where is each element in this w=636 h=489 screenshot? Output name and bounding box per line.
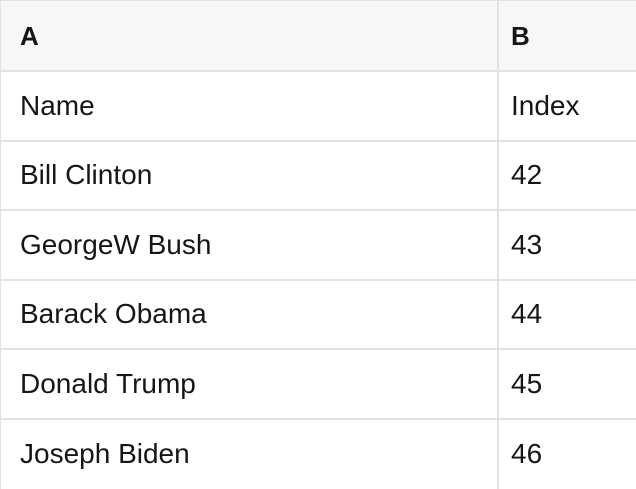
table-row: Name Index — [1, 72, 636, 142]
table-row: Joseph Biden 46 — [1, 419, 636, 489]
table-row: GeorgeW Bush 43 — [1, 211, 636, 281]
cell-name-header[interactable]: Name — [1, 72, 499, 142]
cell-name[interactable]: GeorgeW Bush — [1, 211, 499, 281]
cell-index[interactable]: 42 — [499, 141, 636, 211]
cell-name[interactable]: Joseph Biden — [1, 419, 499, 489]
cell-name[interactable]: Barack Obama — [1, 280, 499, 350]
column-header-a[interactable]: A — [1, 1, 499, 72]
cell-name[interactable]: Bill Clinton — [1, 141, 499, 211]
column-header-row: A B — [1, 1, 636, 72]
table-row: Bill Clinton 42 — [1, 141, 636, 211]
cell-index[interactable]: 45 — [499, 350, 636, 420]
cell-index[interactable]: 46 — [499, 419, 636, 489]
cell-name[interactable]: Donald Trump — [1, 350, 499, 420]
table-row: Barack Obama 44 — [1, 280, 636, 350]
cell-index[interactable]: 44 — [499, 280, 636, 350]
column-header-b[interactable]: B — [499, 1, 636, 72]
cell-index-header[interactable]: Index — [499, 72, 636, 142]
cell-index[interactable]: 43 — [499, 211, 636, 281]
table-row: Donald Trump 45 — [1, 350, 636, 420]
